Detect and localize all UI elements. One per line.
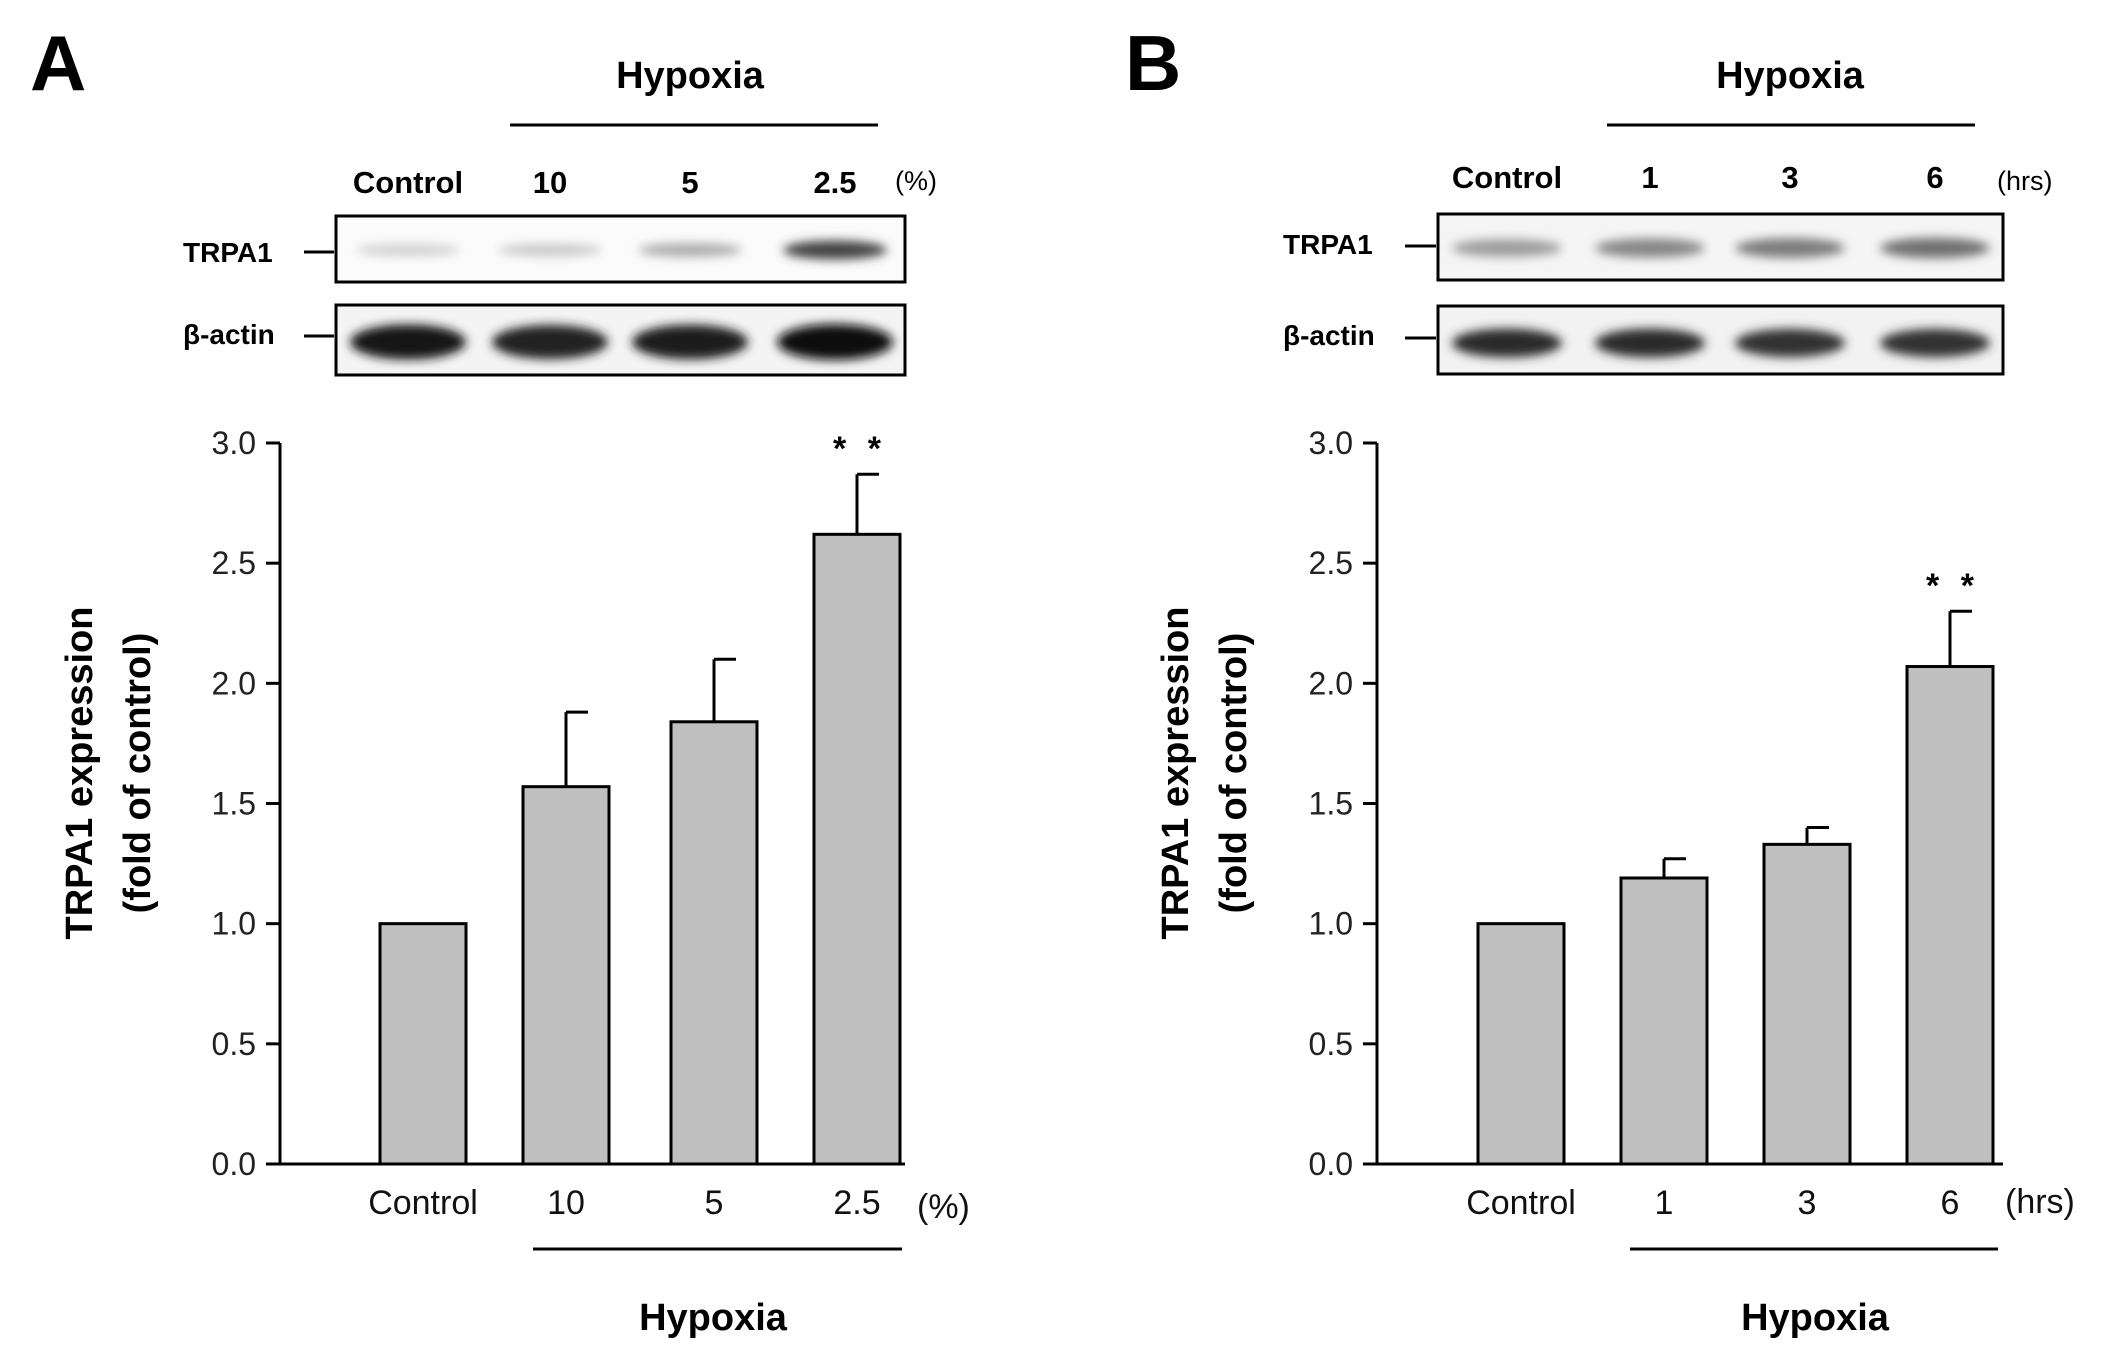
panel-b-actin-band [1880, 328, 1990, 358]
panel-b-lane-unit: (hrs) [1997, 166, 2053, 196]
panel-b-x-unit: (hrs) [2005, 1183, 2075, 1221]
panel-a-x-tick-label: 5 [705, 1184, 724, 1222]
panel-a-lane-label: 10 [533, 165, 567, 200]
panel-b-x-tick-label: 6 [1941, 1184, 1960, 1222]
panel-b-significance-marker: * * [1926, 567, 1980, 605]
panel-b-bar [1619, 876, 1709, 1166]
panel-a-actin-band [632, 324, 748, 360]
panel-a-lane-label: 5 [681, 165, 698, 200]
panel-a-actin-band [492, 324, 608, 360]
panel-a-x-tick-label: Control [368, 1184, 478, 1222]
panel-b-actin-band [1595, 328, 1705, 358]
panel-b-trpa1-bands [1452, 237, 1990, 259]
panel-a-actin-label: β-actin [183, 319, 275, 350]
panel-a-bar [812, 532, 902, 1166]
panel-a-significance-marker: * * [833, 430, 887, 468]
panel-b-y-tick-label: 3.0 [1309, 425, 1353, 461]
panel-a-y-axis-title-line2: (fold of control) [117, 633, 159, 914]
panel-b-blot-header: Hypoxia [1716, 55, 1865, 97]
panel-b-trpa1-band [1452, 239, 1562, 257]
panel-b-actin-bands [1452, 328, 1990, 358]
panel-a-trpa1-band [783, 240, 887, 260]
panel-a-letter: A [30, 19, 86, 107]
panel-a-x-tick-label: 2.5 [833, 1184, 880, 1222]
panel-a-blot-header: Hypoxia [616, 55, 765, 97]
panel-a-trpa1-band [356, 243, 460, 257]
panel-a-lane-label: Control [353, 165, 463, 200]
panel-a-y-axis-title: TRPA1 expression (fold of control) [59, 607, 159, 940]
panel-b-lane-label: 3 [1781, 160, 1798, 195]
panel-a-x-tick-label: 10 [547, 1184, 585, 1222]
panel-b-actin-band [1452, 328, 1562, 358]
panel-b-bar [1476, 922, 1566, 1166]
panel-b-y-axis-title-line1: TRPA1 expression [1155, 607, 1197, 940]
panel-b: B Hypoxia Control 1 3 6 (hrs) TRPA1 β-ac… [1125, 19, 2075, 1339]
panel-b-x-group-label: Hypoxia [1741, 1297, 1890, 1339]
panel-a: A Hypoxia Control 10 5 2.5 (%) TRPA1 β-a… [30, 19, 970, 1339]
panel-b-y-tick-label: 1.5 [1309, 786, 1353, 822]
panel-b-lane-label: 1 [1641, 160, 1658, 195]
panel-a-actin-bands [350, 324, 893, 360]
panel-a-bar [669, 720, 759, 1166]
panel-a-lane-label: 2.5 [813, 165, 856, 200]
panel-b-bar [1905, 665, 1995, 1166]
panel-a-y-tick-label: 3.0 [212, 425, 256, 461]
panel-b-x-tick-label: 1 [1655, 1184, 1674, 1222]
panel-b-x-tick-label: 3 [1798, 1184, 1817, 1222]
panel-a-y-tick-label: 0.5 [212, 1026, 256, 1062]
panel-a-bar [378, 922, 468, 1166]
panel-b-trpa1-band [1595, 238, 1705, 258]
panel-a-y-tick-label: 1.5 [212, 786, 256, 822]
panel-b-bar [1762, 842, 1852, 1166]
panel-a-actin-band [350, 324, 466, 360]
panel-b-y-axis-title: TRPA1 expression (fold of control) [1155, 607, 1255, 940]
panel-b-y-tick-label: 0.0 [1309, 1146, 1353, 1182]
panel-a-bar [521, 785, 611, 1166]
panel-a-actin-band [777, 324, 893, 360]
panel-b-trpa1-band [1880, 237, 1990, 259]
panel-b-y-tick-label: 2.0 [1309, 665, 1353, 701]
panel-a-trpa1-label: TRPA1 [183, 237, 273, 268]
panel-b-x-tick-label: Control [1466, 1184, 1576, 1222]
panel-a-y-tick-label: 1.0 [212, 906, 256, 942]
panel-b-y-axis-title-line2: (fold of control) [1213, 633, 1255, 914]
panel-a-trpa1-band [638, 243, 742, 257]
panel-b-actin-band [1735, 328, 1845, 358]
panel-a-trpa1-band [498, 243, 602, 257]
panel-b-letter: B [1125, 19, 1181, 107]
panel-a-lane-unit: (%) [895, 166, 937, 196]
panel-b-actin-label: β-actin [1283, 320, 1375, 351]
panel-b-lane-label: 6 [1926, 160, 1943, 195]
panel-a-y-tick-label: 2.5 [212, 545, 256, 581]
panel-b-trpa1-label: TRPA1 [1283, 229, 1373, 260]
panel-a-bar-chart: 0.0 0.5 1.0 1.5 2.0 2.5 3.0 Control 10 5 2.5 * * [212, 425, 905, 1222]
panel-b-lane-label: Control [1452, 160, 1562, 195]
panel-b-trpa1-band [1735, 238, 1845, 258]
panel-a-x-group-label: Hypoxia [639, 1297, 788, 1339]
panel-a-y-tick-label: 0.0 [212, 1146, 256, 1182]
panel-b-y-tick-label: 0.5 [1309, 1026, 1353, 1062]
panel-b-bar-chart: 0.0 0.5 1.0 1.5 2.0 2.5 3.0 Control 1 3 6 * * [1309, 425, 2003, 1222]
panel-a-y-axis-title-line1: TRPA1 expression [59, 607, 101, 940]
panel-a-y-tick-label: 2.0 [212, 665, 256, 701]
panel-a-trpa1-bands [356, 240, 887, 260]
panel-b-y-tick-label: 1.0 [1309, 906, 1353, 942]
panel-a-x-unit: (%) [917, 1188, 970, 1226]
panel-b-y-tick-label: 2.5 [1309, 545, 1353, 581]
